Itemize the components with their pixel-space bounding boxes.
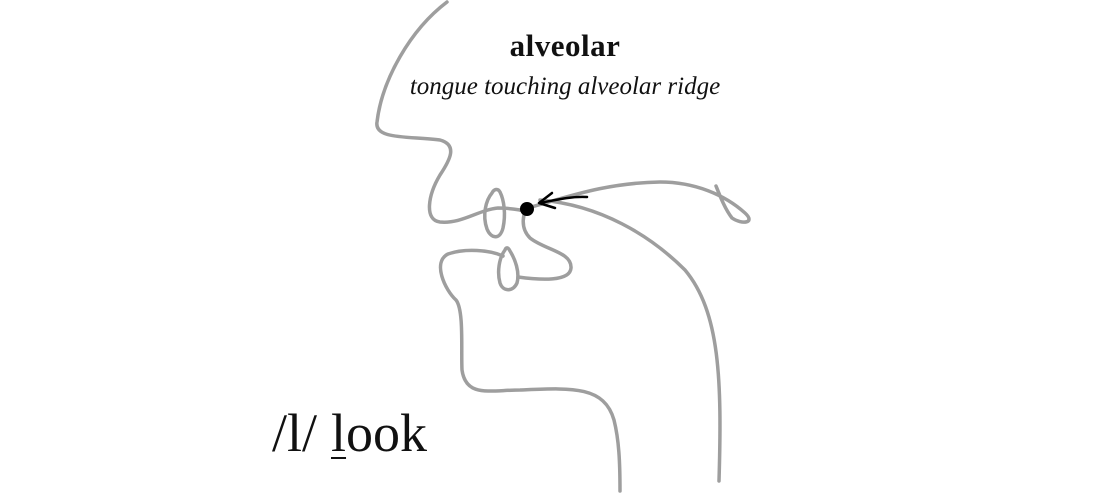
lower-incisor <box>496 246 520 292</box>
example-phoneme-word: /l/look <box>272 406 427 460</box>
pharynx-back-wall <box>538 198 722 483</box>
example-word-highlighted-letter: l <box>331 403 347 463</box>
direction-arrow-shaft <box>538 195 589 205</box>
palate-and-pharynx <box>518 180 751 224</box>
phoneme-symbol: /l/ <box>272 403 318 463</box>
example-word-rest: ook <box>346 403 428 463</box>
articulation-description: tongue touching alveolar ridge <box>409 73 721 100</box>
tongue-tip <box>516 203 573 281</box>
direction-arrow-head <box>537 191 557 210</box>
articulation-place-title: alveolar <box>509 28 621 63</box>
example-word: look <box>331 403 427 463</box>
contact-point-marker <box>520 202 534 216</box>
upper-incisor <box>483 187 507 239</box>
face-profile-lower <box>438 248 622 493</box>
face-profile-upper <box>375 0 522 224</box>
